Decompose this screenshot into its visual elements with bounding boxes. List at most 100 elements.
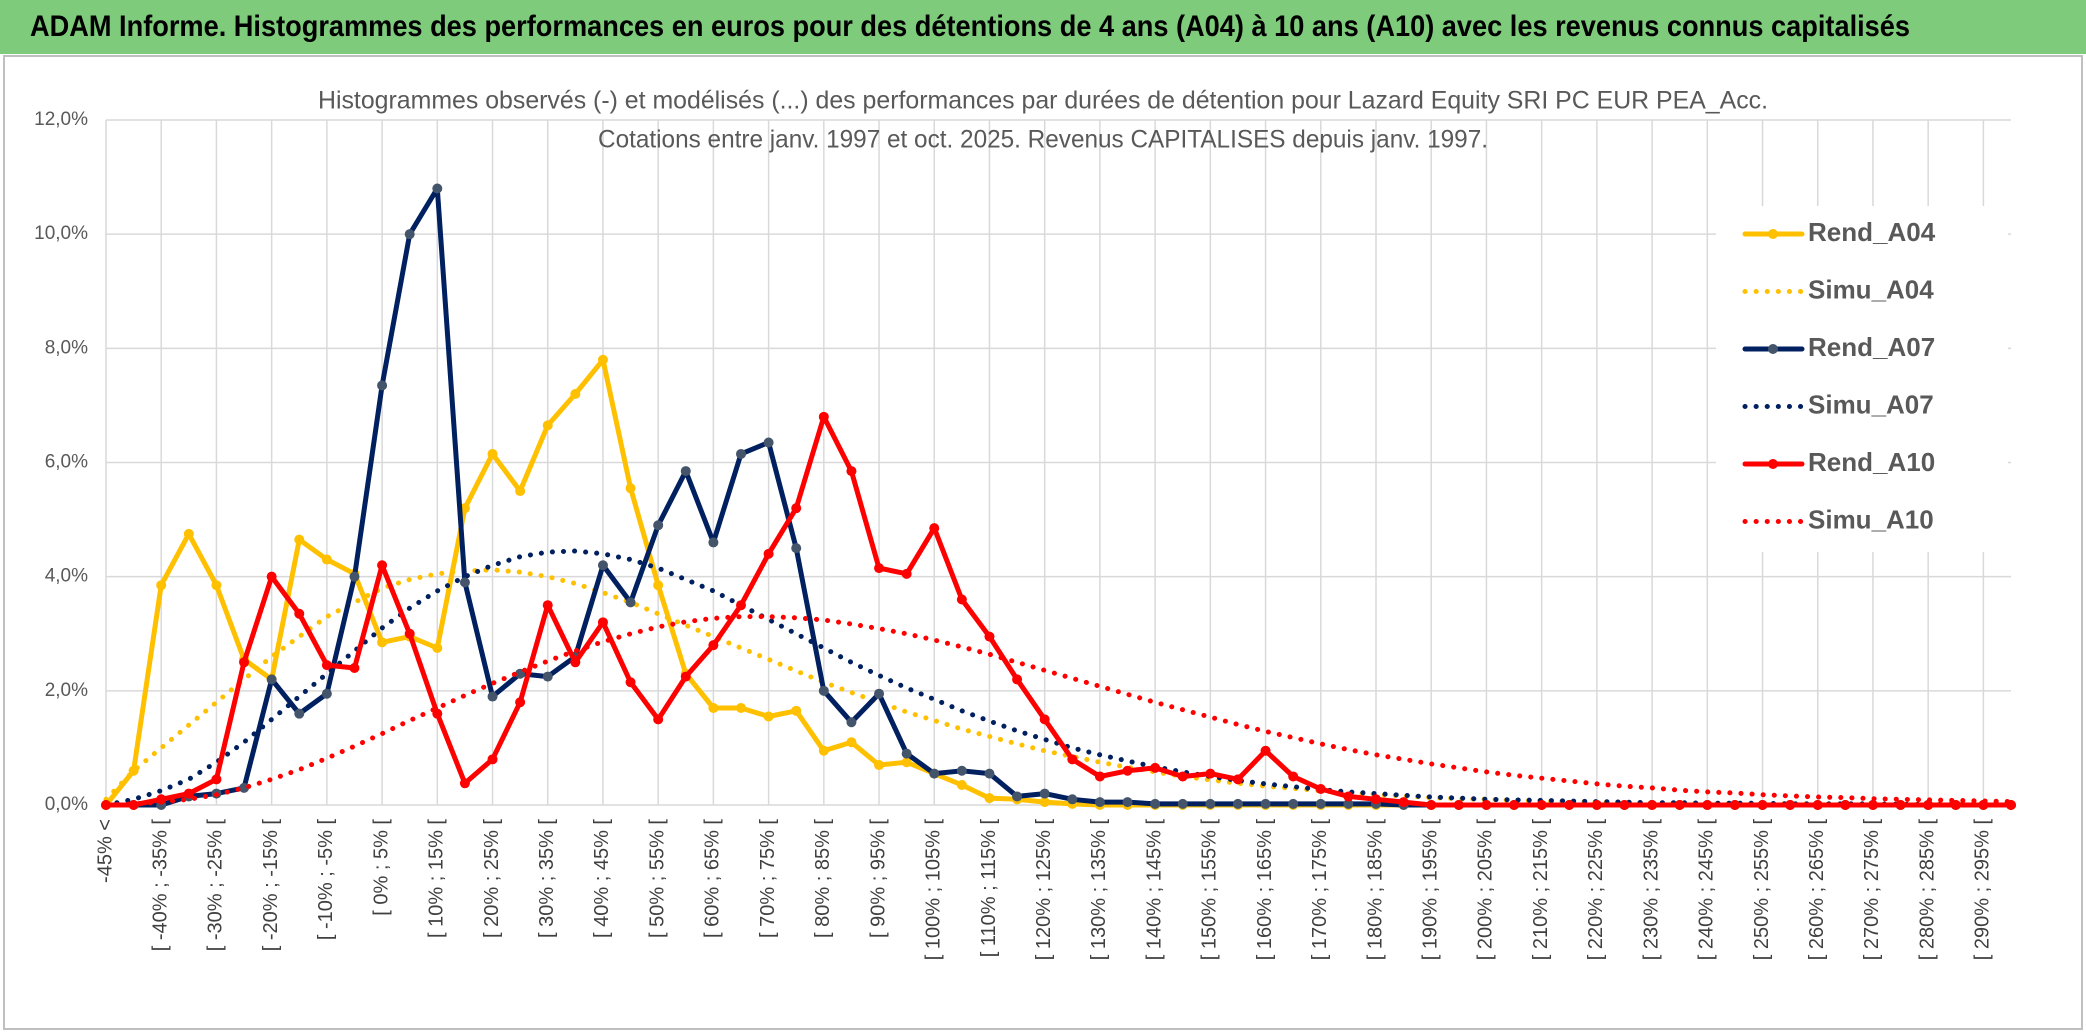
x-tick-label: [ 270% ; 275% [ bbox=[1861, 819, 1883, 961]
x-tick-label: [ 0% ; 5% [ bbox=[370, 819, 392, 916]
legend-label: Simu_A04 bbox=[1808, 274, 1934, 304]
marker bbox=[791, 503, 802, 514]
marker bbox=[874, 760, 885, 771]
marker bbox=[929, 768, 940, 779]
marker bbox=[1343, 791, 1354, 802]
marker bbox=[183, 528, 194, 539]
x-tick-label: [ 260% ; 265% [ bbox=[1806, 819, 1828, 961]
legend-box bbox=[1716, 206, 2008, 552]
marker bbox=[1647, 800, 1658, 810]
chart-subtitle: Cotations entre janv. 1997 et oct. 2025.… bbox=[598, 126, 1488, 154]
marker bbox=[736, 600, 746, 611]
legend-label: Simu_A10 bbox=[1808, 504, 1934, 534]
x-tick-label: -45% < bbox=[94, 819, 116, 883]
data-line bbox=[103, 414, 2014, 808]
marker bbox=[432, 643, 443, 654]
marker bbox=[929, 523, 940, 534]
marker bbox=[708, 702, 719, 713]
legend-label: Rend_A07 bbox=[1808, 332, 1935, 362]
marker bbox=[404, 229, 415, 240]
marker bbox=[459, 577, 470, 588]
marker bbox=[818, 685, 829, 696]
marker bbox=[266, 571, 277, 582]
marker bbox=[349, 571, 360, 582]
marker bbox=[377, 560, 388, 571]
marker bbox=[266, 674, 277, 685]
marker bbox=[984, 768, 995, 779]
marker bbox=[1895, 800, 1906, 810]
marker bbox=[1067, 754, 1078, 765]
header-bar bbox=[0, 0, 2086, 54]
x-tick-label: [ 180% ; 185% [ bbox=[1364, 819, 1386, 961]
marker bbox=[625, 483, 636, 494]
marker bbox=[1315, 798, 1326, 809]
y-tick-label: 4,0% bbox=[45, 566, 88, 587]
marker bbox=[1729, 800, 1740, 810]
y-tick-label: 2,0% bbox=[45, 680, 88, 701]
marker bbox=[1067, 794, 1078, 805]
marker bbox=[1702, 800, 1713, 810]
marker bbox=[1591, 800, 1602, 810]
x-tick-label: [ 160% ; 165% [ bbox=[1254, 819, 1276, 961]
marker bbox=[211, 580, 222, 591]
marker bbox=[128, 800, 139, 810]
marker bbox=[321, 660, 332, 671]
marker bbox=[763, 437, 774, 448]
marker bbox=[1094, 797, 1105, 808]
x-tick-label: [ 290% ; 295% [ bbox=[1972, 819, 1994, 961]
marker bbox=[763, 711, 774, 722]
marker bbox=[1150, 762, 1161, 773]
marker bbox=[570, 389, 581, 399]
marker bbox=[1398, 797, 1409, 808]
marker bbox=[1232, 798, 1243, 809]
marker bbox=[1564, 800, 1575, 810]
marker bbox=[183, 788, 194, 799]
marker bbox=[625, 597, 636, 608]
x-tick-label: [ 240% ; 245% [ bbox=[1696, 819, 1718, 961]
marker bbox=[570, 657, 581, 668]
marker bbox=[708, 640, 719, 651]
marker bbox=[653, 714, 664, 725]
x-tick-label: [ -40% ; -35% [ bbox=[149, 819, 171, 952]
marker bbox=[1288, 798, 1299, 809]
marker bbox=[1122, 797, 1133, 808]
x-tick-label: [ 10% ; 15% [ bbox=[426, 819, 448, 938]
marker bbox=[294, 534, 305, 545]
header-title: ADAM Informe. Histogrammes des performan… bbox=[30, 10, 1910, 43]
marker bbox=[708, 537, 719, 548]
legend-marker bbox=[1768, 459, 1778, 469]
x-tick-label: [ -20% ; -15% [ bbox=[260, 819, 282, 952]
marker bbox=[1177, 771, 1188, 782]
marker bbox=[791, 543, 802, 554]
legend-label: Simu_A07 bbox=[1808, 389, 1934, 419]
marker bbox=[239, 657, 250, 668]
marker bbox=[1619, 800, 1630, 810]
marker bbox=[542, 420, 553, 431]
x-tick-label: [ 190% ; 195% [ bbox=[1419, 819, 1441, 961]
marker bbox=[1371, 794, 1381, 805]
marker bbox=[597, 354, 608, 365]
marker bbox=[818, 411, 829, 422]
marker bbox=[736, 702, 746, 713]
y-tick-label: 10,0% bbox=[34, 223, 88, 244]
marker bbox=[791, 705, 802, 716]
marker bbox=[680, 671, 691, 682]
marker bbox=[294, 708, 305, 719]
marker bbox=[1177, 798, 1188, 809]
x-tick-label: [ 280% ; 285% [ bbox=[1916, 819, 1938, 961]
marker bbox=[984, 793, 995, 804]
marker bbox=[349, 663, 360, 673]
marker bbox=[1260, 798, 1271, 809]
y-tick-label: 6,0% bbox=[45, 452, 88, 473]
marker bbox=[901, 568, 912, 579]
marker bbox=[515, 697, 526, 708]
x-tick-label: [ 250% ; 255% [ bbox=[1751, 819, 1773, 961]
x-tick-label: [ 50% ; 55% [ bbox=[646, 819, 668, 938]
marker bbox=[542, 671, 553, 682]
marker bbox=[846, 717, 857, 728]
marker bbox=[404, 628, 415, 639]
x-tick-label: [ 220% ; 225% [ bbox=[1585, 819, 1607, 961]
marker bbox=[1039, 797, 1050, 808]
marker bbox=[1536, 800, 1547, 810]
